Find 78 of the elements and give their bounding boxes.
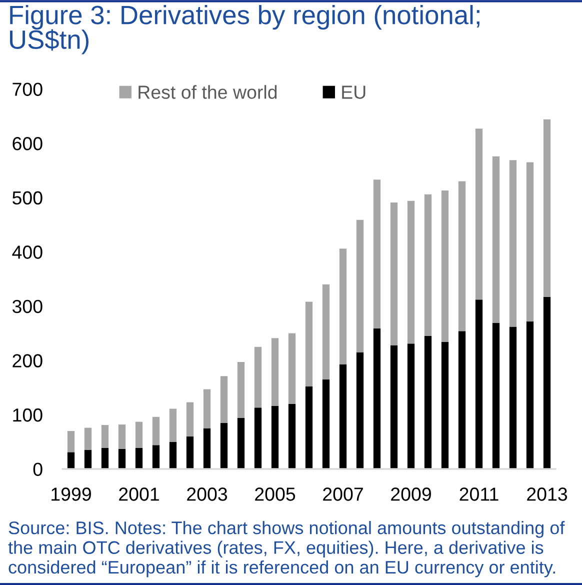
- bar: [526, 162, 534, 322]
- bar: [203, 428, 211, 469]
- bar: [390, 202, 398, 346]
- bar: [288, 333, 296, 404]
- legend-label: EU: [342, 86, 366, 99]
- bar: [356, 352, 364, 469]
- bar: [271, 338, 279, 406]
- bar: [237, 418, 245, 469]
- bar: [169, 442, 177, 469]
- bar: [322, 379, 330, 469]
- bar: [373, 328, 381, 469]
- y-tick-label: 200: [12, 354, 42, 368]
- x-tick-label: 2013: [527, 488, 568, 501]
- bar: [67, 452, 75, 469]
- bar: [288, 404, 296, 469]
- bar: [305, 302, 313, 386]
- bar: [186, 402, 194, 436]
- bar: [237, 362, 245, 418]
- bar: [407, 200, 415, 344]
- bar: [84, 428, 92, 450]
- bar: [543, 119, 551, 297]
- x-tick-label: 2009: [391, 488, 431, 501]
- x-tick-label: 1999: [52, 488, 91, 501]
- bar: [186, 436, 194, 469]
- y-tick-label: 300: [12, 300, 42, 314]
- chart-title: Figure 3: Derivatives by region (notional; US$tn): [10, 5, 480, 54]
- bar: [492, 156, 500, 323]
- x-tick-label: 2001: [119, 488, 159, 501]
- bar: [101, 448, 109, 469]
- bar: [441, 190, 449, 342]
- bar: [543, 296, 551, 469]
- bar: [339, 364, 347, 469]
- y-tick-label: 700: [12, 82, 42, 96]
- bar: [254, 346, 262, 408]
- bar: [152, 445, 160, 469]
- bar: [492, 322, 500, 469]
- x-tick-label: 2003: [187, 488, 228, 501]
- bar: [526, 321, 534, 469]
- y-tick-label: 600: [12, 136, 42, 150]
- bar: [339, 248, 347, 364]
- bar: [475, 300, 483, 469]
- legend-label: Rest of the world: [138, 85, 277, 99]
- bar: [220, 376, 228, 423]
- bar: [254, 408, 262, 469]
- bar: [152, 416, 160, 446]
- bar: [424, 194, 432, 336]
- bar: [135, 422, 143, 448]
- y-tick-label: 0: [33, 462, 42, 476]
- bar: [458, 181, 466, 332]
- bar: [407, 344, 415, 469]
- bar: [220, 422, 228, 469]
- bar: [305, 386, 313, 469]
- bar: [509, 326, 517, 469]
- bar: [441, 342, 449, 469]
- bar: [118, 448, 126, 469]
- source-note: Source: BIS. Notes: The chart shows notional amounts outstanding of the main OTC derivatives (rates, FX, equities). Here, a derivative is considered “European” if it is referenced on an EU currency or entity.: [8, 521, 565, 578]
- x-tick-label: 2005: [255, 488, 296, 501]
- y-tick-label: 100: [13, 408, 42, 422]
- x-tick-label: 2011: [460, 488, 498, 501]
- bar: [271, 406, 279, 469]
- bar: [390, 345, 398, 469]
- bar: [424, 336, 432, 469]
- bar: [84, 450, 92, 469]
- bar: [118, 424, 126, 449]
- bar: [356, 220, 364, 352]
- x-tick-label: 2007: [323, 488, 363, 501]
- bar: [67, 431, 75, 452]
- y-tick-label: 500: [12, 191, 42, 205]
- bar: [135, 448, 143, 469]
- bar: [169, 408, 177, 442]
- bar: [373, 180, 381, 328]
- bar: [203, 389, 211, 428]
- bar: [458, 331, 466, 469]
- bar: [101, 425, 109, 448]
- bar: [475, 128, 483, 300]
- bar: [322, 284, 330, 380]
- bar: [509, 160, 517, 327]
- y-tick-label: 400: [12, 246, 42, 259]
